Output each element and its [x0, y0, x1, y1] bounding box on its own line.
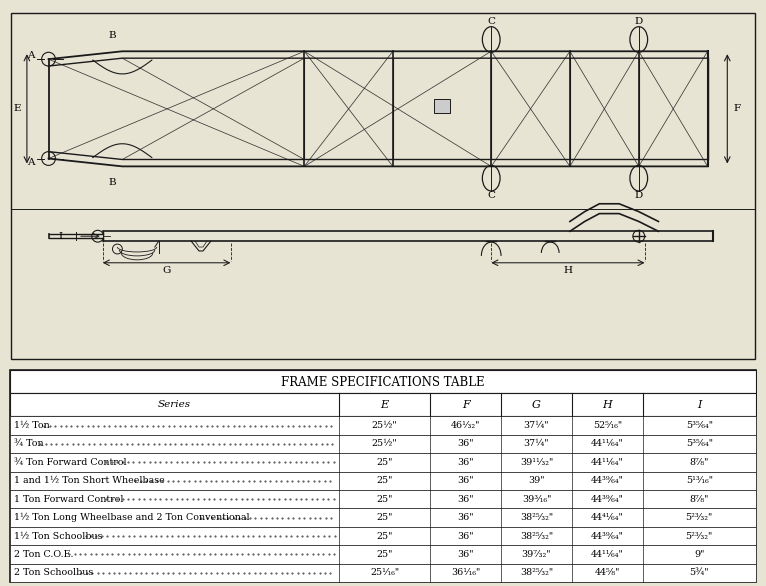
- Text: F: F: [733, 104, 740, 113]
- Text: 5³⁵⁄₆₄": 5³⁵⁄₆₄": [686, 421, 712, 430]
- Text: 5²³⁄₃₂": 5²³⁄₃₂": [686, 532, 713, 540]
- Text: 38²⁵⁄₃₂": 38²⁵⁄₃₂": [520, 568, 553, 577]
- Bar: [10, 435, 756, 453]
- Text: 25": 25": [376, 476, 393, 485]
- Bar: [434, 100, 450, 113]
- Bar: [10, 417, 756, 435]
- Text: 44¹¹⁄₆₄": 44¹¹⁄₆₄": [591, 458, 624, 467]
- Text: 25": 25": [376, 458, 393, 467]
- Bar: [10, 453, 756, 472]
- Text: FRAME SPECIFICATIONS TABLE: FRAME SPECIFICATIONS TABLE: [281, 376, 485, 389]
- Text: 25¹⁄₁₆": 25¹⁄₁₆": [370, 568, 399, 577]
- Text: 1½ Ton Long Wheelbase and 2 Ton Conventional: 1½ Ton Long Wheelbase and 2 Ton Conventi…: [14, 513, 250, 522]
- Bar: [10, 564, 756, 582]
- Text: 8⁷⁄₈": 8⁷⁄₈": [689, 495, 709, 504]
- Bar: [10, 393, 756, 417]
- Text: 36¹⁄₁₆": 36¹⁄₁₆": [451, 568, 480, 577]
- Text: 38²⁵⁄₃₂": 38²⁵⁄₃₂": [520, 532, 553, 540]
- Ellipse shape: [630, 165, 647, 191]
- Text: 5¾": 5¾": [689, 568, 709, 577]
- Text: 36": 36": [457, 476, 474, 485]
- Text: 36": 36": [457, 513, 474, 522]
- Text: 36": 36": [457, 550, 474, 559]
- Text: 2 Ton Schoolbus: 2 Ton Schoolbus: [14, 568, 93, 577]
- Text: G: G: [532, 400, 541, 410]
- Text: 38²⁵⁄₃₂": 38²⁵⁄₃₂": [520, 513, 553, 522]
- Text: ¾ Ton: ¾ Ton: [14, 440, 44, 448]
- Text: 1 and 1½ Ton Short Wheelbase: 1 and 1½ Ton Short Wheelbase: [14, 476, 165, 485]
- Circle shape: [633, 230, 645, 242]
- Text: 9": 9": [694, 550, 705, 559]
- Text: 44³⁹⁄₆₄": 44³⁹⁄₆₄": [591, 476, 624, 485]
- Text: 36": 36": [457, 458, 474, 467]
- Circle shape: [113, 244, 123, 254]
- Text: 5³⁵⁄₆₄": 5³⁵⁄₆₄": [686, 440, 712, 448]
- Text: I: I: [697, 400, 702, 410]
- Text: 25½": 25½": [372, 440, 398, 448]
- Text: 8⁷⁄₈": 8⁷⁄₈": [689, 458, 709, 467]
- Ellipse shape: [630, 27, 647, 52]
- Text: 44¹¹⁄₆₄": 44¹¹⁄₆₄": [591, 550, 624, 559]
- Ellipse shape: [483, 27, 500, 52]
- Text: 44¹¹⁄₆₄": 44¹¹⁄₆₄": [591, 440, 624, 448]
- Text: A: A: [27, 158, 34, 167]
- Text: 36": 36": [457, 440, 474, 448]
- Bar: [10, 370, 756, 393]
- Text: 44³⁹⁄₆₄": 44³⁹⁄₆₄": [591, 495, 624, 504]
- Text: 25": 25": [376, 532, 393, 540]
- Text: 46¹⁄₃₂": 46¹⁄₃₂": [451, 421, 480, 430]
- Text: 25": 25": [376, 550, 393, 559]
- Text: H: H: [602, 400, 612, 410]
- Text: 1 Ton Forward Control: 1 Ton Forward Control: [14, 495, 123, 504]
- Text: H: H: [564, 266, 572, 275]
- Text: 25½": 25½": [372, 421, 398, 430]
- Text: I: I: [58, 231, 62, 241]
- Text: ¾ Ton Forward Control: ¾ Ton Forward Control: [14, 458, 126, 467]
- Text: 52⁵⁄₁₆": 52⁵⁄₁₆": [593, 421, 622, 430]
- Text: 39⁷⁄₃₂": 39⁷⁄₃₂": [522, 550, 552, 559]
- Text: G: G: [162, 266, 171, 275]
- Text: 44⁵⁄₈": 44⁵⁄₈": [594, 568, 620, 577]
- Bar: [10, 527, 756, 545]
- Bar: [10, 545, 756, 564]
- Text: 1½ Ton Schoolbus: 1½ Ton Schoolbus: [14, 532, 103, 540]
- Bar: [10, 472, 756, 490]
- Text: 37¼": 37¼": [524, 421, 549, 430]
- Circle shape: [41, 52, 55, 66]
- Text: D: D: [635, 17, 643, 26]
- Text: 44³⁹⁄₆₄": 44³⁹⁄₆₄": [591, 532, 624, 540]
- Bar: [10, 509, 756, 527]
- Text: E: E: [381, 400, 388, 410]
- Text: 37¼": 37¼": [524, 440, 549, 448]
- Text: 39³⁄₁₆": 39³⁄₁₆": [522, 495, 552, 504]
- Text: 25": 25": [376, 495, 393, 504]
- Text: 39": 39": [529, 476, 545, 485]
- Text: C: C: [487, 192, 495, 200]
- Text: 36": 36": [457, 495, 474, 504]
- Text: 39¹¹⁄₃₂": 39¹¹⁄₃₂": [520, 458, 553, 467]
- Text: 5²³⁄₃₂": 5²³⁄₃₂": [686, 513, 713, 522]
- Text: A: A: [27, 51, 34, 60]
- Text: B: B: [109, 31, 116, 40]
- Circle shape: [92, 230, 103, 242]
- Text: 1½ Ton: 1½ Ton: [14, 421, 50, 430]
- Text: Series: Series: [158, 400, 191, 410]
- Circle shape: [41, 152, 55, 165]
- Text: 36": 36": [457, 532, 474, 540]
- Text: D: D: [635, 192, 643, 200]
- Ellipse shape: [483, 165, 500, 191]
- Text: 2 Ton C.O.E.: 2 Ton C.O.E.: [14, 550, 74, 559]
- Text: E: E: [14, 104, 21, 113]
- Text: C: C: [487, 17, 495, 26]
- Text: B: B: [109, 178, 116, 186]
- Text: F: F: [462, 400, 470, 410]
- Text: 25": 25": [376, 513, 393, 522]
- Bar: [10, 490, 756, 509]
- Text: 5¹³⁄₁₆": 5¹³⁄₁₆": [686, 476, 712, 485]
- Text: 44⁴¹⁄₆₄": 44⁴¹⁄₆₄": [591, 513, 624, 522]
